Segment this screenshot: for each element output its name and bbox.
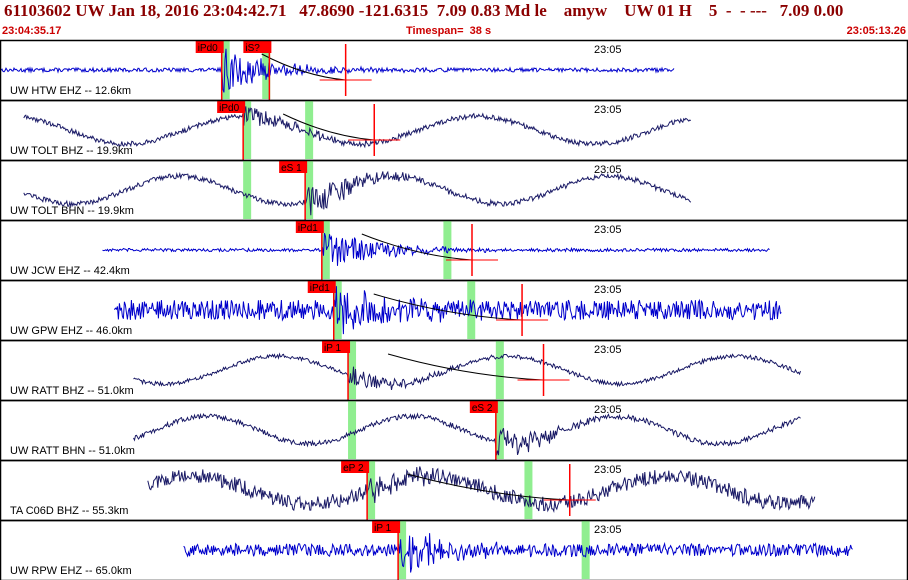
waveform-trace bbox=[183, 533, 853, 573]
trace-panel: eS 2 23:05 UW RATT BHN -- 51.0km bbox=[0, 399, 908, 462]
end-time-label: 23:05:13.26 bbox=[846, 25, 906, 37]
panel-frame bbox=[0, 519, 908, 580]
trace-panel: iP 1 23:05 UW RPW EHZ -- 65.0km bbox=[0, 519, 908, 580]
pick-window bbox=[321, 221, 330, 279]
phase-pick-label: eS 2 bbox=[472, 403, 493, 414]
trace-panel: iPd1 23:05 UW GPW EHZ -- 46.0km bbox=[0, 279, 908, 342]
station-label: TA C06D BHZ -- 55.3km bbox=[10, 505, 128, 517]
pick-window bbox=[443, 221, 452, 279]
phase-pick-box bbox=[295, 221, 324, 233]
trace-panel: eS 1 23:05 UW TOLT BHN -- 19.9km bbox=[0, 159, 908, 222]
phase-pick-box bbox=[322, 341, 351, 353]
station-label: UW HTW EHZ -- 12.6km bbox=[10, 85, 131, 97]
theoretical-arrival-curve bbox=[261, 53, 346, 81]
pick-window bbox=[348, 401, 357, 459]
phase-pick-box bbox=[279, 161, 308, 173]
time-tick-label: 23:05 bbox=[594, 344, 622, 356]
panel-frame bbox=[0, 339, 908, 402]
phase-pick-label: iPd0 bbox=[219, 103, 239, 114]
phase-pick-label: iPd1 bbox=[298, 223, 318, 234]
time-tick-label: 23:05 bbox=[594, 284, 622, 296]
pick-window bbox=[581, 521, 590, 579]
station-label: UW GPW EHZ -- 46.0km bbox=[10, 325, 132, 337]
panel-frame bbox=[0, 159, 908, 222]
waveform-trace bbox=[23, 170, 692, 216]
pick-window bbox=[367, 461, 376, 519]
panel-frame bbox=[0, 99, 908, 162]
header-bar: 61103602 UW Jan 18, 2016 23:04:42.71 47.… bbox=[0, 0, 908, 40]
phase-pick-label: iPd0 bbox=[198, 43, 218, 54]
trace-panel: iP 1 23:05 UW RATT BHZ -- 51.0km bbox=[0, 339, 908, 402]
phase-pick-box bbox=[195, 41, 224, 53]
time-tick-label: 23:05 bbox=[594, 164, 622, 176]
trace-panel: iPd0 iS? 23:05 UW HTW EHZ -- 12.6km bbox=[0, 39, 908, 102]
waveform-trace bbox=[147, 466, 816, 513]
phase-pick-label: eP 2 bbox=[343, 463, 364, 474]
station-label: UW RATT BHN -- 51.0km bbox=[10, 445, 135, 457]
phase-pick-box bbox=[243, 41, 272, 53]
pick-window bbox=[495, 341, 504, 399]
event-title: 61103602 UW Jan 18, 2016 23:04:42.71 47.… bbox=[4, 1, 844, 20]
timespan-label: Timespan= 38 s bbox=[406, 25, 492, 37]
station-label: UW RPW EHZ -- 65.0km bbox=[10, 565, 132, 577]
theoretical-arrival-curve bbox=[282, 113, 375, 141]
pick-window bbox=[348, 341, 357, 399]
time-tick-label: 23:05 bbox=[594, 44, 622, 56]
phase-pick-box bbox=[469, 401, 498, 413]
waveform-trace bbox=[133, 412, 801, 456]
theoretical-arrival-curve bbox=[373, 293, 523, 321]
time-tick-label: 23:05 bbox=[594, 404, 622, 416]
trace-panel: iPd1 23:05 UW JCW EHZ -- 42.4km bbox=[0, 219, 908, 282]
time-tick-label: 23:05 bbox=[594, 104, 622, 116]
time-tick-label: 23:05 bbox=[594, 224, 622, 236]
phase-pick-box bbox=[217, 101, 246, 113]
pick-window bbox=[398, 521, 407, 579]
phase-pick-box bbox=[307, 281, 336, 293]
trace-panel: iPd0 23:05 UW TOLT BHZ -- 19.9km bbox=[0, 99, 908, 162]
station-label: UW JCW EHZ -- 42.4km bbox=[10, 265, 130, 277]
time-tick-label: 23:05 bbox=[594, 464, 622, 476]
start-time-label: 23:04:35.17 bbox=[2, 25, 62, 37]
phase-pick-box bbox=[341, 461, 370, 473]
theoretical-arrival-curve bbox=[387, 353, 544, 381]
time-tick-label: 23:05 bbox=[594, 524, 622, 536]
waveform-trace bbox=[102, 233, 770, 266]
pick-window bbox=[333, 281, 342, 339]
station-label: UW RATT BHZ -- 51.0km bbox=[10, 385, 134, 397]
theoretical-arrival-curve bbox=[361, 233, 473, 261]
phase-pick-box bbox=[372, 521, 401, 533]
waveform-trace bbox=[113, 286, 782, 335]
phase-pick-label: eS 1 bbox=[281, 163, 302, 174]
pick-window bbox=[243, 161, 252, 219]
panel-frame bbox=[0, 459, 908, 522]
pick-window bbox=[495, 401, 504, 459]
pick-window bbox=[221, 41, 230, 99]
station-label: UW TOLT BHN -- 19.9km bbox=[10, 205, 134, 217]
phase-pick-label: iS? bbox=[245, 43, 260, 54]
station-label: UW TOLT BHZ -- 19.9km bbox=[10, 145, 133, 157]
phase-pick-label: iP 1 bbox=[374, 523, 391, 534]
waveform-trace bbox=[133, 352, 801, 390]
pick-window bbox=[243, 101, 252, 159]
phase-pick-label: iP 1 bbox=[324, 343, 341, 354]
phase-pick-label: iPd1 bbox=[310, 283, 330, 294]
pick-window bbox=[524, 461, 533, 519]
waveform-trace bbox=[0, 48, 675, 93]
waveform-trace bbox=[23, 106, 691, 149]
theoretical-arrival-curve bbox=[406, 473, 570, 501]
pick-window bbox=[262, 41, 271, 99]
trace-panel: eP 2 23:05 TA C06D BHZ -- 55.3km bbox=[0, 459, 908, 522]
